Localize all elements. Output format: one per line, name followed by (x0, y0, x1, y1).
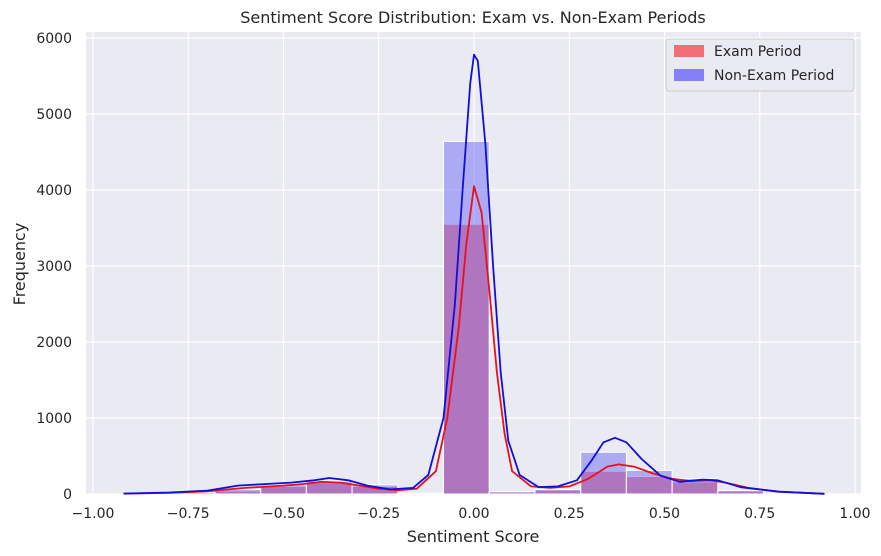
bar-non-exam (443, 140, 490, 495)
bar-non-exam (580, 451, 627, 495)
bar-non-exam (397, 492, 445, 495)
y-tick-label: 1000 (36, 411, 72, 427)
kde-line-non-exam (123, 53, 825, 495)
x-tick-label: 1.00 (839, 506, 870, 522)
x-tick-labels: −1.00 −0.75 −0.50 −0.25 0.00 0.25 0.50 0.75 1.00 (72, 506, 871, 522)
x-tick-label: −0.25 (357, 506, 400, 522)
legend: Exam Period Non-Exam Period (665, 38, 855, 92)
bar-non-exam (488, 491, 536, 495)
kde-lines (123, 53, 825, 495)
bar-non-exam (534, 488, 582, 495)
y-tick-label: 0 (63, 487, 72, 503)
y-tick-label: 6000 (36, 31, 72, 47)
y-tick-label: 3000 (36, 259, 72, 275)
bar-non-exam (671, 478, 719, 495)
x-tick-label: −1.00 (72, 506, 115, 522)
y-tick-labels: 0 1000 2000 3000 4000 5000 6000 (36, 31, 72, 503)
y-axis-label: Frequency (10, 223, 29, 306)
legend-label-non-exam: Non-Exam Period (714, 68, 834, 84)
legend-box (665, 38, 855, 92)
x-tick-label: 0.50 (649, 506, 680, 522)
bar-non-exam (625, 469, 673, 495)
bar-non-exam (717, 490, 765, 495)
legend-swatch-non-exam (674, 69, 704, 81)
legend-label-exam: Exam Period (714, 44, 801, 60)
x-axis-label: Sentiment Score (407, 527, 540, 546)
x-tick-label: −0.75 (167, 506, 210, 522)
bar-non-exam (763, 492, 826, 495)
x-tick-label: 0.75 (744, 506, 775, 522)
x-tick-label: −0.50 (262, 506, 305, 522)
y-tick-label: 2000 (36, 335, 72, 351)
x-tick-label: 0.25 (554, 506, 585, 522)
x-tick-label: 0.00 (458, 506, 489, 522)
y-tick-label: 5000 (36, 107, 72, 123)
y-tick-label: 4000 (36, 183, 72, 199)
legend-swatch-exam (674, 45, 704, 57)
chart-title: Sentiment Score Distribution: Exam vs. N… (240, 8, 706, 27)
